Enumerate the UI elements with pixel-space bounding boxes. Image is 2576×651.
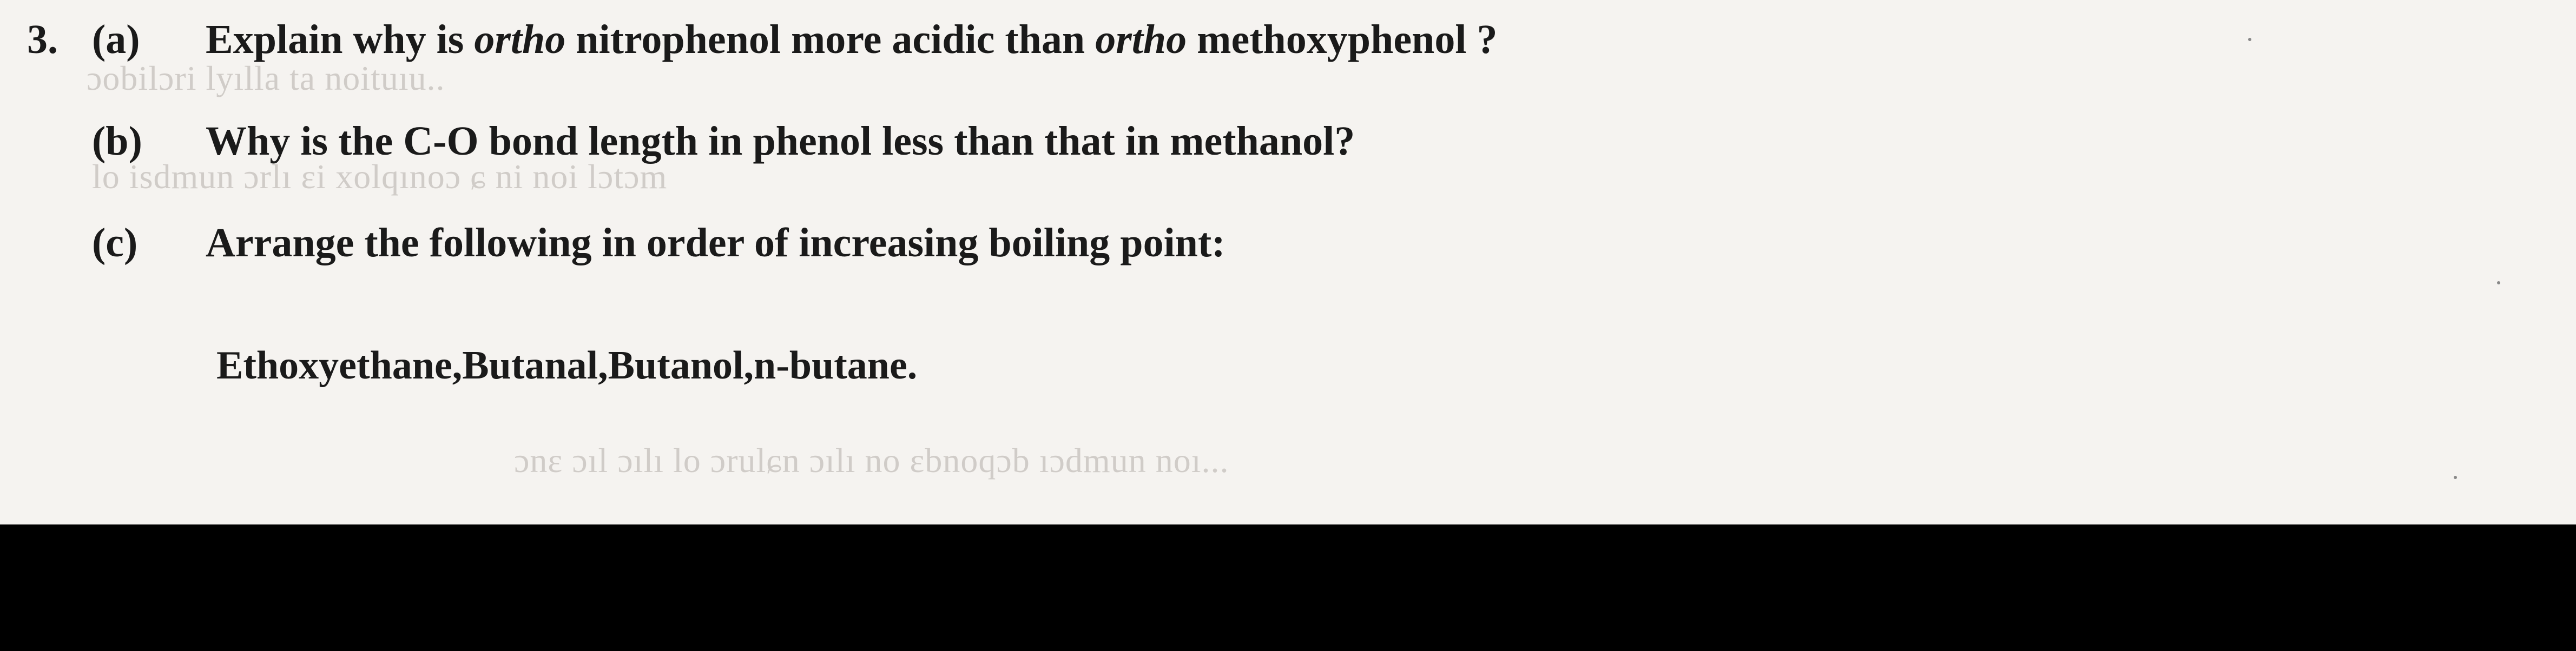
spacer (27, 174, 2544, 220)
question-block: 3. (a) Explain why is ortho nitrophenol … (27, 16, 2544, 389)
question-part-b: (b) Why is the C-O bond length in phenol… (27, 118, 2544, 169)
text-segment: nitrophenol more acidic than (565, 17, 1095, 62)
part-label-a: (a) (81, 16, 189, 63)
bleed-through-text: ɔnɛ ɔıl ɔılı lo ɔrulɕn ɔılı no ɛbnoqɔb ı… (514, 441, 1229, 481)
question-part-a: 3. (a) Explain why is ortho nitrophenol … (27, 16, 2544, 68)
document-page: ɔobilɔri lyılla ta noituıu.. lo isdmun ɔ… (0, 0, 2576, 524)
text-segment: methoxyphenol ? (1187, 17, 1497, 62)
text-segment: Explain why is (206, 17, 474, 62)
italic-term: ortho (474, 17, 565, 62)
part-label-b: (b) (81, 118, 189, 165)
spacer (27, 72, 2544, 118)
spacer (27, 275, 2544, 321)
noise-dot (2454, 476, 2457, 479)
compounds-list: Ethoxyethane,Butanal,Butanol,n-butane. (27, 343, 2544, 389)
part-c-text: Arrange the following in order of increa… (189, 220, 1226, 267)
noise-dot (2497, 281, 2500, 284)
part-a-text: Explain why is ortho nitrophenol more ac… (189, 16, 1497, 63)
part-label-c: (c) (81, 220, 189, 267)
italic-term: ortho (1095, 17, 1187, 62)
question-number: 3. (27, 16, 81, 63)
part-b-text: Why is the C-O bond length in phenol les… (189, 118, 1355, 165)
question-part-c: (c) Arrange the following in order of in… (27, 220, 2544, 271)
noise-dot (2248, 38, 2251, 41)
